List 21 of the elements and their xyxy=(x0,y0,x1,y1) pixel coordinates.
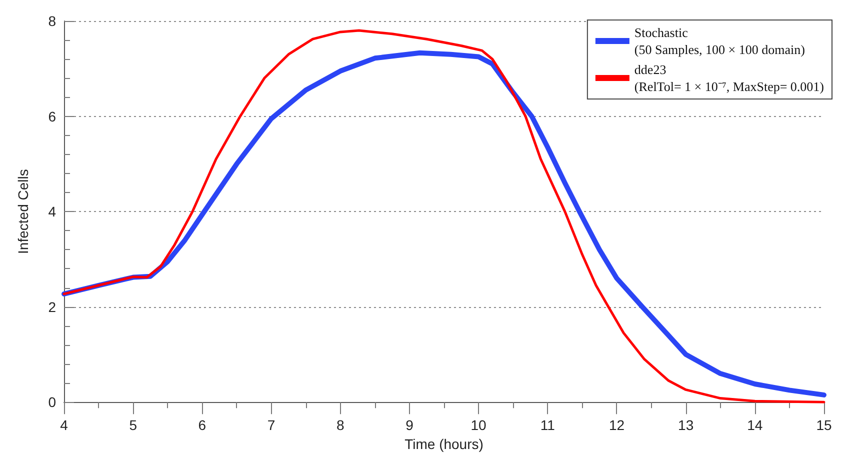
y-tick-label: 0 xyxy=(48,394,56,410)
x-tick-label: 9 xyxy=(406,417,414,434)
y-axis-title: Infected Cells xyxy=(15,169,31,254)
x-axis-title: Time (hours) xyxy=(404,436,484,452)
y-tick-label: 8 xyxy=(48,13,56,29)
x-tick-label: 4 xyxy=(60,417,68,434)
x-tick-label: 11 xyxy=(540,417,556,434)
x-tick-label: 10 xyxy=(470,417,487,434)
y-tick-label: 2 xyxy=(48,298,56,315)
x-tick-label: 12 xyxy=(608,417,625,434)
x-tick-label: 7 xyxy=(267,417,276,434)
legend-label: dde23 (RelTol= 1 × 10⁻⁷, MaxStep= 0.001) xyxy=(634,62,824,94)
x-tick-label: 13 xyxy=(678,417,694,434)
x-tick-label: 8 xyxy=(336,417,344,434)
x-tick-label: 14 xyxy=(747,417,763,434)
x-tick-label: 6 xyxy=(198,417,206,434)
x-tick-label: 15 xyxy=(816,417,832,434)
y-tick-label: 4 xyxy=(48,204,56,220)
legend-label: Stochastic (50 Samples, 100 × 100 domain) xyxy=(634,25,805,57)
x-tick-label: 5 xyxy=(129,417,138,434)
y-tick-label: 6 xyxy=(48,108,56,124)
